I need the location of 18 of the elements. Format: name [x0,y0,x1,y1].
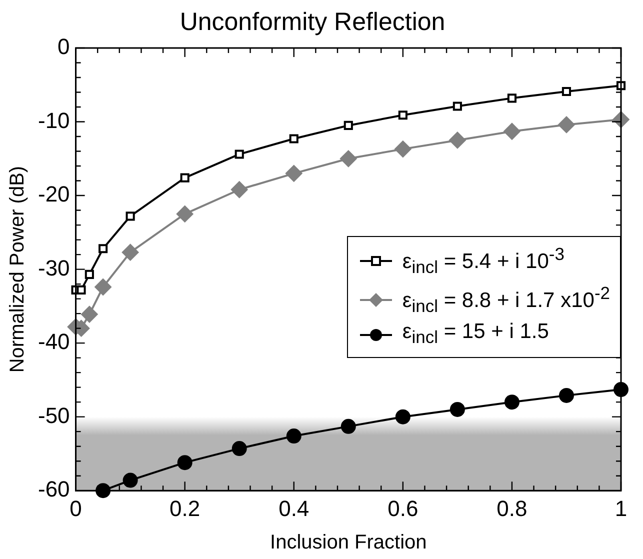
y-tick-label: -50 [38,402,70,428]
chart-title: Unconformity Reflection [180,8,446,36]
y-axis-title: Normalized Power (dB) [6,166,29,373]
x-tick-label: 0.8 [496,496,528,521]
y-tick-label: -30 [38,255,70,280]
x-tick-label: 0.6 [388,496,418,521]
x-axis-title: Inclusion Fraction [270,532,427,554]
x-tick-label: 1 [614,496,628,521]
x-tick-label: 0.4 [278,496,310,521]
x-tick-label: 0.2 [170,496,200,521]
y-tick-label: -20 [38,182,70,207]
y-tick-label: -60 [38,476,70,502]
legend-label: ε$_{incl}$ = 15 + i 1.5 [402,319,549,350]
y-tick-label: -10 [38,108,70,133]
y-tick-label: -40 [38,329,70,354]
legend-label: ε$_{incl}$ = 5.4 + i 10$^{-3}$ [402,243,564,280]
y-tick-label: 0 [58,34,70,60]
legend-label: ε$_{incl}$ = 8.8 + i 1.7 x10$^{-2}$ [402,282,610,318]
